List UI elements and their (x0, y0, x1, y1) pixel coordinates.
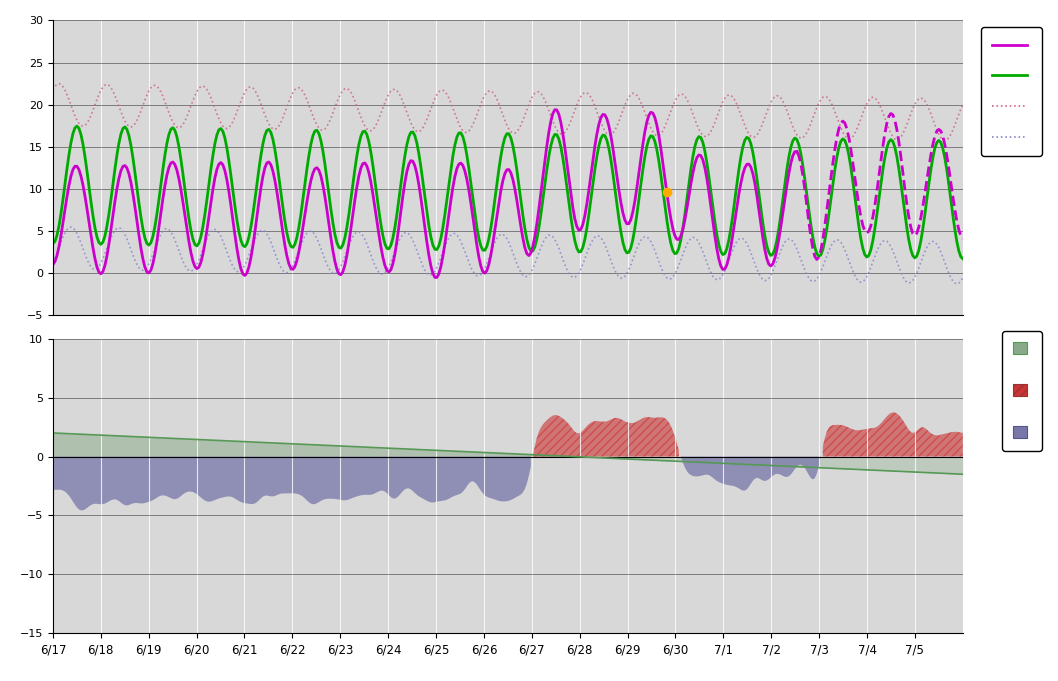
Legend: , , , : , , , (981, 27, 1042, 155)
Legend: , , : , , (1002, 331, 1042, 451)
